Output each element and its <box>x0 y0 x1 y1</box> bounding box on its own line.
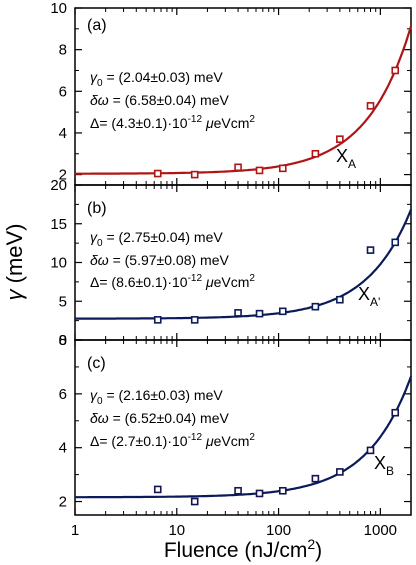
data-point <box>234 486 242 495</box>
y-axis-label: γ (meV) <box>2 224 27 301</box>
data-point <box>234 163 242 172</box>
data-point <box>391 408 400 417</box>
data-point <box>391 66 400 75</box>
data-point <box>278 486 287 495</box>
data-point <box>255 489 264 498</box>
x-tick-label: 10 <box>168 522 185 539</box>
plot-frame <box>74 339 412 516</box>
data-point <box>311 149 320 158</box>
data-point <box>278 307 287 316</box>
data-point <box>153 316 162 324</box>
x-axis-label: Fluence (nJ/cm2) <box>164 536 322 562</box>
series-label: XA <box>336 146 356 171</box>
y-tick-label: 2 <box>59 167 67 184</box>
data-point <box>366 102 375 110</box>
panel-label: (a) <box>87 17 107 34</box>
y-tick-label: 10 <box>50 255 67 272</box>
data-point <box>255 309 264 318</box>
data-point <box>153 485 162 494</box>
fit-delta-omega-annotation: δω = (6.52±0.04) meV <box>90 410 229 426</box>
fit-gamma0-annotation: γ0 = (2.16±0.03) meV <box>90 387 223 407</box>
y-tick-label: 15 <box>50 216 67 233</box>
x-tick-label: 1 <box>71 522 79 539</box>
panel-label: (b) <box>87 200 107 217</box>
data-point <box>153 169 162 178</box>
data-point <box>278 164 287 173</box>
data-point <box>336 468 344 476</box>
data-point <box>336 135 344 143</box>
panel-label: (c) <box>87 355 106 372</box>
data-point <box>190 497 199 506</box>
fit-curve <box>75 25 413 175</box>
fit-gamma0-annotation: γ0 = (2.75±0.04) meV <box>90 229 223 249</box>
data-point <box>366 246 375 254</box>
data-point <box>391 238 400 247</box>
series-label: XA' <box>358 284 380 309</box>
y-tick-label: 20 <box>50 177 67 194</box>
panel-b: (b) γ0 = (2.75±0.04) meV δω = (5.97±0.08… <box>50 177 413 349</box>
y-tick-label: 2 <box>59 494 67 511</box>
fit-delta-omega-annotation: δω = (6.58±0.04) meV <box>90 92 229 108</box>
data-point <box>234 309 242 317</box>
data-point <box>190 170 199 179</box>
fit-curve <box>75 376 413 499</box>
y-tick-label: 8 <box>59 42 67 59</box>
y-tick-label: 5 <box>59 293 67 310</box>
data-point <box>311 474 320 483</box>
y-tick-label: 10 <box>50 0 67 17</box>
fit-Delta-annotation: Δ= (2.7±0.1)·10-12 μeVcm2 <box>90 432 255 449</box>
data-point <box>366 446 375 455</box>
y-tick-label: 4 <box>59 440 67 457</box>
fit-Delta-annotation: Δ= (4.3±0.1)·10-12 μeVcm2 <box>90 114 255 131</box>
fit-gamma0-annotation: γ0 = (2.04±0.03) meV <box>90 69 223 89</box>
panel-c: (c) γ0 = (2.16±0.03) meV δω = (6.52±0.04… <box>59 332 413 539</box>
panel-a: (a) γ0 = (2.04±0.03) meV δω = (6.58±0.04… <box>50 0 413 186</box>
data-point <box>311 302 320 311</box>
y-tick-label: 0 <box>59 332 67 349</box>
series-label: XB <box>374 453 394 478</box>
y-tick-label: 6 <box>59 83 67 100</box>
fit-delta-omega-annotation: δω = (5.97±0.08) meV <box>90 252 229 268</box>
fit-curve <box>75 209 413 320</box>
data-point <box>190 316 199 324</box>
x-tick-label: 100 <box>266 522 291 539</box>
y-tick-label: 6 <box>59 386 67 403</box>
y-tick-label: 8 <box>59 332 67 349</box>
data-point <box>255 166 264 175</box>
x-tick-label: 1000 <box>364 522 397 539</box>
y-tick-label: 4 <box>59 125 67 142</box>
data-point <box>336 295 344 304</box>
fit-Delta-annotation: Δ= (8.6±0.1)·10-12 μeVcm2 <box>90 273 255 290</box>
